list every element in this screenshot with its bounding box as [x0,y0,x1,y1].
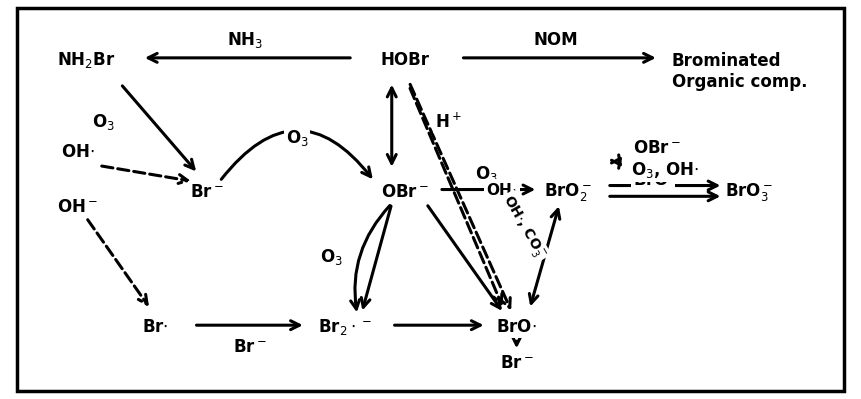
Text: BrO$\cdot$: BrO$\cdot$ [496,318,537,336]
Text: BrO$_3^-$: BrO$_3^-$ [725,180,773,203]
Text: NH$_3$: NH$_3$ [227,30,263,50]
Text: Br$\cdot$: Br$\cdot$ [142,318,168,336]
Text: BrO$\cdot$: BrO$\cdot$ [633,170,673,189]
Text: Brominated
Organic comp.: Brominated Organic comp. [672,52,807,91]
Text: OH$\cdot$: OH$\cdot$ [61,142,94,161]
Text: NH$_2$Br: NH$_2$Br [57,50,115,70]
Text: O$_3$: O$_3$ [475,164,498,184]
Text: O$_3$: O$_3$ [320,247,343,267]
Text: OBr$^-$: OBr$^-$ [381,182,429,201]
Text: OH$\cdot$, CO$_3^-$: OH$\cdot$, CO$_3^-$ [498,192,548,263]
Text: OH$^-$: OH$^-$ [57,198,98,217]
Text: NOM: NOM [533,31,578,49]
Text: HOBr: HOBr [381,51,429,69]
Text: Br$^-$: Br$^-$ [189,182,224,201]
Text: O$_3$, OH$\cdot$: O$_3$, OH$\cdot$ [631,160,698,180]
Text: OH$\cdot$: OH$\cdot$ [486,182,517,198]
Text: Br$^-$: Br$^-$ [499,354,534,372]
Text: O$_3$: O$_3$ [92,112,115,132]
Text: BrO$_2^-$: BrO$_2^-$ [544,180,592,203]
Text: H$^+$: H$^+$ [435,112,461,131]
Text: Br$_2\cdot^-$: Br$_2\cdot^-$ [318,317,371,337]
Text: Br$^-$: Br$^-$ [232,338,267,356]
Text: OBr$^-$: OBr$^-$ [633,138,681,157]
Text: O$_3$: O$_3$ [286,128,308,148]
